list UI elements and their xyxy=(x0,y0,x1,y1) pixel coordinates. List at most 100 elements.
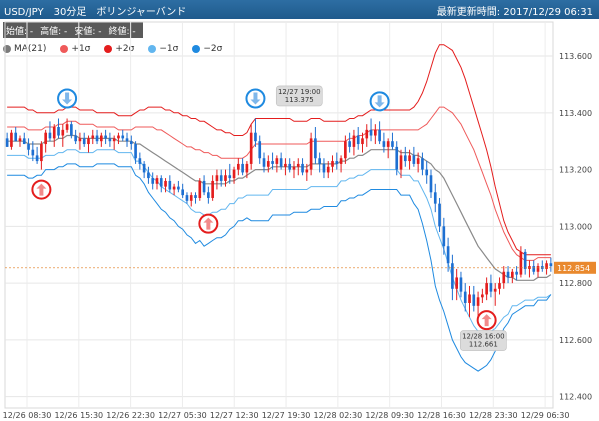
y-tick-label: 112.800 xyxy=(559,279,592,288)
legend-item-ma[interactable]: MA(21) xyxy=(3,44,46,54)
candle-body xyxy=(545,263,548,269)
candle-body xyxy=(322,163,326,173)
price-callout-box xyxy=(460,330,507,351)
candle-body xyxy=(232,169,236,179)
arrow-down-icon xyxy=(374,95,385,108)
x-tick-label: 12/28 16:30 xyxy=(417,411,466,420)
candle-body xyxy=(292,166,296,170)
candle-body xyxy=(331,161,334,167)
candle-body xyxy=(472,294,476,306)
candle-body xyxy=(425,169,429,176)
candle-body xyxy=(515,271,518,275)
candle-body xyxy=(10,132,13,147)
candle-body xyxy=(159,178,163,187)
candle-body xyxy=(245,163,249,173)
chart-title: USD/JPY 30分足 ボリンジャーバンド xyxy=(4,7,187,18)
x-tick-label: 12/26 22:30 xyxy=(106,411,155,420)
candle-body xyxy=(446,246,450,264)
candle-body xyxy=(382,141,386,147)
legend-item-minus2[interactable]: −2σ xyxy=(192,44,222,54)
candle-body xyxy=(369,129,373,136)
candle-body xyxy=(511,271,514,278)
candle-body xyxy=(498,283,501,289)
candle-body xyxy=(189,195,193,201)
candle-body xyxy=(378,129,381,142)
legend-label: +1σ xyxy=(71,44,91,54)
candle-body xyxy=(134,144,137,159)
candle-body xyxy=(104,135,107,139)
candle-body xyxy=(211,180,214,198)
candle-body xyxy=(288,163,292,170)
candle-body xyxy=(31,149,35,156)
candle-body xyxy=(361,138,364,145)
candle-body xyxy=(228,175,232,179)
candle-body xyxy=(142,163,146,173)
candle-body xyxy=(262,158,266,167)
legend-item-minus1[interactable]: −1σ xyxy=(148,44,178,54)
y-tick-label: 112.600 xyxy=(559,336,592,345)
candle-body xyxy=(258,141,262,159)
candle-body xyxy=(52,127,56,139)
legend: MA(21) +1σ +2σ −1σ −2σ xyxy=(3,42,236,56)
arrow-down-icon xyxy=(250,92,261,105)
x-tick-label: 12/29 06:30 xyxy=(521,411,570,420)
candle-body xyxy=(129,141,133,145)
candle-body xyxy=(44,132,47,145)
candle-body xyxy=(185,195,189,201)
candle-body xyxy=(318,158,321,164)
legend-dot xyxy=(148,45,157,53)
candle-body xyxy=(215,175,219,181)
candle-body xyxy=(326,166,330,173)
callout-value: 113.375 xyxy=(285,96,314,104)
candle-body xyxy=(301,163,304,173)
candle-body xyxy=(493,288,497,292)
x-tick-label: 12/26 08:30 xyxy=(3,411,52,420)
candles-layer xyxy=(5,118,553,323)
candle-body xyxy=(48,132,52,139)
candle-body xyxy=(219,175,223,181)
candle-body xyxy=(309,138,313,170)
x-tick-label: 12/26 15:30 xyxy=(54,411,103,420)
band-minus2-line xyxy=(7,163,552,372)
legend-dot xyxy=(104,45,113,53)
legend-item-plus2[interactable]: +2σ xyxy=(104,44,134,54)
candle-body xyxy=(254,132,257,142)
candle-body xyxy=(237,163,240,170)
candle-body xyxy=(506,271,510,278)
candle-body xyxy=(408,155,411,162)
legend-dot xyxy=(3,45,11,53)
legend-dot xyxy=(60,45,69,53)
candle-body xyxy=(78,138,82,142)
candle-body xyxy=(202,180,206,193)
candle-body xyxy=(348,141,351,147)
candle-body xyxy=(374,129,377,136)
candle-body xyxy=(177,186,180,190)
candle-body xyxy=(284,163,287,167)
candle-body xyxy=(138,158,142,164)
low-value: 安値: - xyxy=(74,26,102,37)
candle-body xyxy=(155,178,159,184)
candle-body xyxy=(391,141,394,147)
candle-body xyxy=(489,283,493,292)
candle-body xyxy=(198,180,202,198)
candle-body xyxy=(451,263,454,289)
x-tick-label: 12/27 12:30 xyxy=(210,411,259,420)
band-minus1-line xyxy=(7,149,552,332)
legend-item-plus1[interactable]: +1σ xyxy=(60,44,90,54)
candle-body xyxy=(194,195,197,198)
callout-value: 112.661 xyxy=(469,341,498,349)
y-tick-label: 113.600 xyxy=(559,52,592,61)
candle-body xyxy=(95,135,99,142)
x-tick-label: 12/27 19:30 xyxy=(262,411,311,420)
candle-body xyxy=(532,266,536,272)
candle-body xyxy=(266,161,270,167)
legend-label: +2σ xyxy=(115,44,135,54)
candle-body xyxy=(241,163,244,173)
candle-body xyxy=(356,135,360,145)
candle-body xyxy=(87,138,90,145)
candle-body xyxy=(395,146,399,170)
candle-body xyxy=(35,155,39,162)
open-value: 始値: - xyxy=(6,26,34,37)
